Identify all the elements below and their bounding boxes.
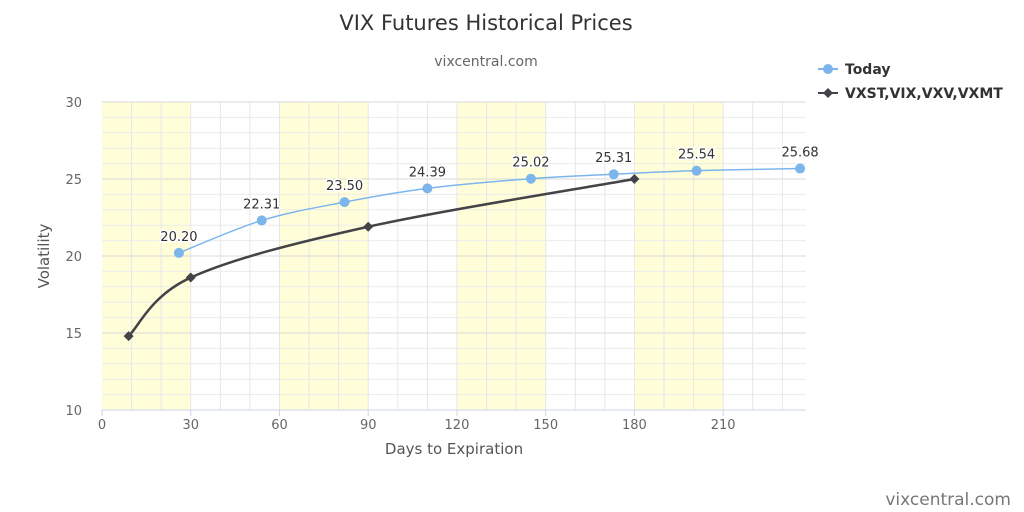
data-label-today: 25.54 xyxy=(678,148,715,163)
series-vxst-vix-vxv-vxmt xyxy=(123,174,640,342)
data-point-today[interactable] xyxy=(422,183,433,194)
data-point-vxst-vix-vxv-vxmt[interactable] xyxy=(185,272,196,283)
x-tick-label: 0 xyxy=(98,418,106,433)
data-point-today[interactable] xyxy=(525,173,536,184)
x-tick-label: 210 xyxy=(711,418,736,433)
y-tick-label: 10 xyxy=(65,404,82,419)
x-tick-label: 150 xyxy=(533,418,558,433)
data-label-today: 25.68 xyxy=(781,146,818,161)
chart-subtitle: vixcentral.com xyxy=(434,54,537,70)
data-point-vxst-vix-vxv-vxmt[interactable] xyxy=(363,221,374,232)
data-label-today: 25.02 xyxy=(512,156,549,171)
y-tick-label: 30 xyxy=(65,96,82,111)
credit-text[interactable]: vixcentral.com xyxy=(885,490,1011,510)
data-point-vxst-vix-vxv-vxmt[interactable] xyxy=(629,174,640,184)
y-tick-label: 20 xyxy=(65,250,82,265)
data-label-today: 22.31 xyxy=(243,197,280,212)
data-label-today: 23.50 xyxy=(326,179,363,194)
data-point-today[interactable] xyxy=(795,163,806,174)
x-tick-label: 60 xyxy=(271,418,288,433)
legend-marker[interactable] xyxy=(823,88,833,98)
series-group: 20.20 22.31 23.50 24.39 25.02 25.31 25.54 25.68 xyxy=(123,144,820,342)
x-tick-label: 180 xyxy=(622,418,647,433)
data-point-today[interactable] xyxy=(173,247,184,258)
data-point-today[interactable] xyxy=(339,197,350,208)
y-tick-label: 25 xyxy=(65,173,82,188)
legend[interactable]: Today VXST,VIX,VXV,VXMT xyxy=(818,62,1003,102)
x-axis-title: Days to Expiration xyxy=(385,440,523,458)
legend-item-vxst-vix-vxv-vxmt[interactable]: VXST,VIX,VXV,VXMT xyxy=(818,86,1003,102)
data-label-today: 24.39 xyxy=(409,165,446,180)
x-tick-label: 90 xyxy=(360,418,377,433)
chart-title: VIX Futures Historical Prices xyxy=(339,11,632,35)
axes: 0 30 60 90 120 150 180 210 10 15 20 25 30 xyxy=(65,96,806,433)
y-axis-title: Volatility xyxy=(35,223,53,288)
data-point-today[interactable] xyxy=(256,215,267,226)
x-tick-label: 120 xyxy=(445,418,470,433)
series-line-vxst-vix-vxv-vxmt xyxy=(127,177,635,337)
data-point-today[interactable] xyxy=(691,165,702,176)
legend-label: Today xyxy=(845,62,890,78)
legend-marker[interactable] xyxy=(823,64,833,74)
data-label-today: 20.20 xyxy=(160,230,197,245)
y-tick-label: 15 xyxy=(65,327,82,342)
series-today: 20.20 22.31 23.50 24.39 25.02 25.31 25.54 25.68 xyxy=(159,144,820,258)
data-point-today[interactable] xyxy=(608,169,619,180)
legend-item-today[interactable]: Today xyxy=(818,62,890,78)
data-point-vxst-vix-vxv-vxmt[interactable] xyxy=(123,331,134,342)
legend-label: VXST,VIX,VXV,VXMT xyxy=(845,86,1003,102)
data-label-today: 25.31 xyxy=(595,151,632,166)
x-tick-label: 30 xyxy=(182,418,199,433)
